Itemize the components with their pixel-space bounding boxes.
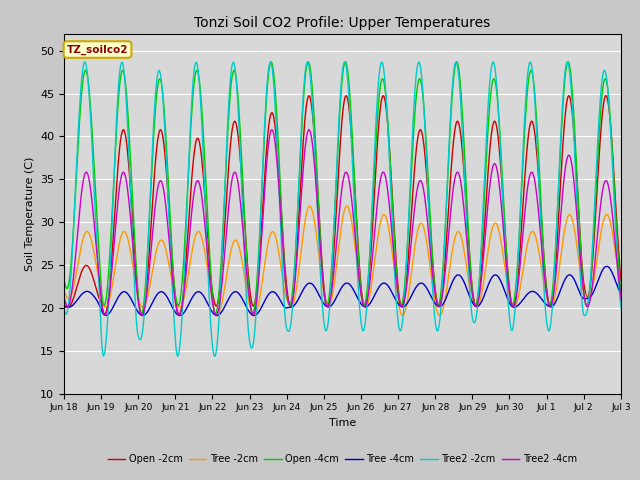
Open -2cm <box>423 179 431 185</box>
Tree -4cm <box>423 286 431 292</box>
Open -4cm <box>423 156 431 162</box>
Tree -4cm <box>139 312 147 318</box>
Open -2cm <box>175 312 183 317</box>
Tree -2cm <box>214 313 221 319</box>
Text: TZ_soilco2: TZ_soilco2 <box>67 44 128 55</box>
Line: Tree2 -4cm: Tree2 -4cm <box>64 130 640 315</box>
Title: Tonzi Soil CO2 Profile: Upper Temperatures: Tonzi Soil CO2 Profile: Upper Temperatur… <box>195 16 490 30</box>
Line: Open -4cm: Open -4cm <box>64 62 640 314</box>
Open -4cm <box>60 278 68 284</box>
Tree2 -4cm <box>292 273 300 278</box>
Open -4cm <box>269 66 277 72</box>
Legend: Open -2cm, Tree -2cm, Open -4cm, Tree -4cm, Tree2 -2cm, Tree2 -4cm: Open -2cm, Tree -2cm, Open -4cm, Tree -4… <box>104 450 581 468</box>
Tree2 -4cm <box>458 182 465 188</box>
Tree -2cm <box>269 229 277 235</box>
Tree2 -4cm <box>305 127 312 132</box>
Tree -4cm <box>130 301 138 307</box>
Tree -4cm <box>292 301 300 307</box>
Tree2 -2cm <box>424 189 432 194</box>
Open -4cm <box>292 248 300 253</box>
Open -2cm <box>130 235 138 241</box>
Tree -2cm <box>343 203 351 209</box>
Line: Tree -2cm: Tree -2cm <box>64 206 640 316</box>
Tree2 -2cm <box>81 59 89 65</box>
Tree -2cm <box>424 248 432 253</box>
Y-axis label: Soil Temperature (C): Soil Temperature (C) <box>24 156 35 271</box>
Tree -2cm <box>60 289 68 295</box>
Open -2cm <box>456 130 464 135</box>
Tree2 -4cm <box>240 236 248 242</box>
Tree2 -4cm <box>424 223 432 228</box>
Tree2 -4cm <box>130 253 138 259</box>
Tree -4cm <box>240 299 248 304</box>
Tree2 -2cm <box>131 284 138 290</box>
Open -2cm <box>292 266 300 272</box>
Open -2cm <box>602 93 610 98</box>
Open -2cm <box>60 302 68 308</box>
Tree2 -4cm <box>138 312 146 318</box>
Tree2 -4cm <box>60 295 68 301</box>
Line: Tree2 -2cm: Tree2 -2cm <box>64 62 640 356</box>
Line: Open -2cm: Open -2cm <box>64 96 640 314</box>
Tree -2cm <box>240 268 248 274</box>
Tree -4cm <box>269 289 277 295</box>
Open -4cm <box>240 197 248 203</box>
X-axis label: Time: Time <box>329 418 356 428</box>
Tree -4cm <box>603 264 611 269</box>
Line: Tree -4cm: Tree -4cm <box>64 266 640 315</box>
Tree2 -2cm <box>292 237 300 242</box>
Tree2 -2cm <box>458 109 465 115</box>
Open -4cm <box>456 83 464 88</box>
Open -2cm <box>240 204 248 210</box>
Tree -2cm <box>130 268 138 274</box>
Open -2cm <box>269 112 277 118</box>
Tree2 -2cm <box>241 252 248 258</box>
Tree -4cm <box>60 304 68 310</box>
Tree2 -2cm <box>60 308 68 313</box>
Open -4cm <box>138 311 145 317</box>
Open -4cm <box>130 219 138 225</box>
Tree -2cm <box>458 234 465 240</box>
Tree -4cm <box>456 273 464 279</box>
Tree -2cm <box>292 291 300 297</box>
Open -4cm <box>564 59 572 65</box>
Tree2 -4cm <box>269 129 277 134</box>
Tree2 -2cm <box>211 353 219 359</box>
Tree2 -2cm <box>270 83 278 89</box>
